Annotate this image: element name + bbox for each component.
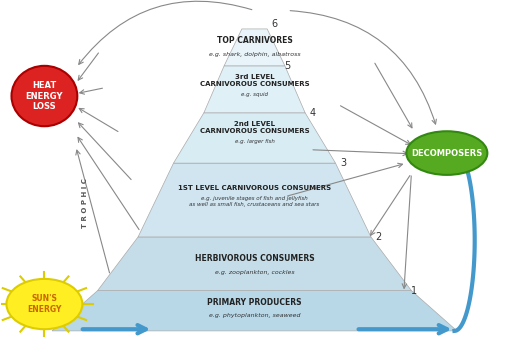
Text: SUN'S
ENERGY: SUN'S ENERGY — [27, 294, 62, 314]
Polygon shape — [52, 291, 457, 331]
Text: e.g. phytoplankton, seaweed: e.g. phytoplankton, seaweed — [209, 313, 300, 318]
Polygon shape — [174, 113, 335, 163]
Text: e.g. shark, dolphin, albatross: e.g. shark, dolphin, albatross — [209, 52, 300, 57]
Text: 2nd LEVEL
CARNIVOROUS CONSUMERS: 2nd LEVEL CARNIVOROUS CONSUMERS — [200, 121, 309, 134]
Text: 3rd LEVEL
CARNIVOROUS CONSUMERS: 3rd LEVEL CARNIVOROUS CONSUMERS — [200, 75, 309, 87]
Polygon shape — [138, 163, 371, 237]
Text: HEAT
ENERGY
LOSS: HEAT ENERGY LOSS — [25, 81, 63, 111]
Text: e.g. juvenile stages of fish and jellyfish
as well as small fish, crustaceans an: e.g. juvenile stages of fish and jellyfi… — [189, 196, 320, 207]
Text: 2: 2 — [376, 232, 382, 242]
Polygon shape — [224, 29, 285, 66]
Text: 4: 4 — [309, 108, 316, 118]
Text: TOP CARNIVORES: TOP CARNIVORES — [217, 36, 292, 45]
Polygon shape — [98, 237, 411, 291]
Text: HERBIVOROUS CONSUMERS: HERBIVOROUS CONSUMERS — [194, 254, 315, 263]
Text: T R O P H I C: T R O P H I C — [82, 178, 88, 228]
Text: PRIMARY PRODUCERS: PRIMARY PRODUCERS — [207, 298, 302, 307]
Text: 6: 6 — [272, 19, 278, 29]
Text: 5: 5 — [285, 61, 291, 71]
Text: 1: 1 — [411, 286, 417, 296]
Text: e.g. larger fish: e.g. larger fish — [235, 139, 274, 144]
Text: 1ST LEVEL CARNIVOROUS CONSUMERS: 1ST LEVEL CARNIVOROUS CONSUMERS — [178, 185, 331, 191]
Polygon shape — [204, 66, 305, 113]
Ellipse shape — [406, 131, 487, 175]
Text: e.g. squid: e.g. squid — [241, 92, 268, 97]
Text: 3: 3 — [340, 158, 346, 168]
Circle shape — [7, 279, 82, 329]
Text: e.g. zooplankton, cockles: e.g. zooplankton, cockles — [215, 270, 294, 275]
Ellipse shape — [12, 66, 77, 126]
Text: DECOMPOSERS: DECOMPOSERS — [411, 148, 483, 158]
